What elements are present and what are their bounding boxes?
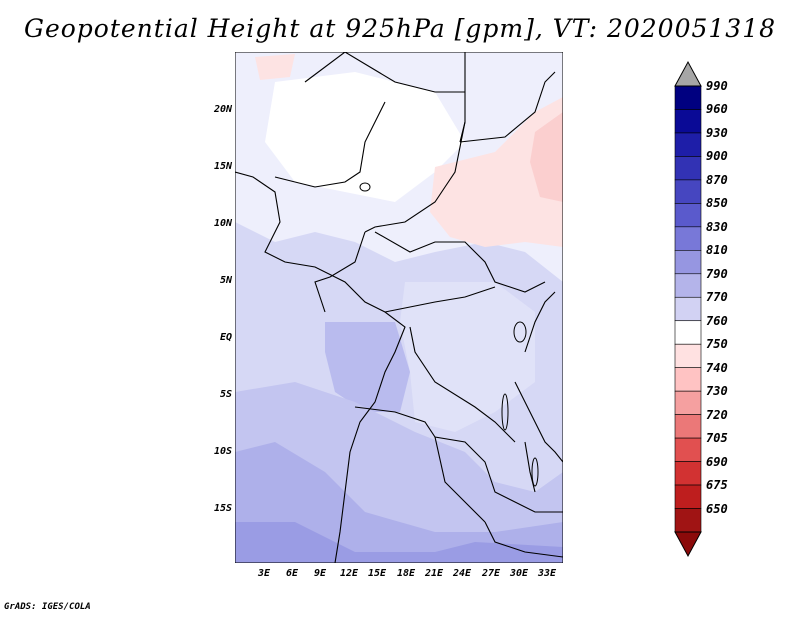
colorbar-level-label: 960 (706, 102, 728, 117)
lon-label-21e: 21E (424, 568, 444, 579)
colorbar-swatches (674, 85, 702, 533)
colorbar-swatch (674, 390, 702, 415)
colorbar-level-label: 900 (706, 149, 728, 164)
lon-label-15e: 15E (367, 568, 387, 579)
colorbar-swatch (674, 85, 702, 110)
colorbar-level-label: 720 (706, 407, 728, 422)
colorbar-swatch (674, 109, 702, 134)
lat-label-10n: 10N (213, 218, 232, 229)
map-title: Geopotential Height at 925hPa [gpm], VT:… (23, 14, 777, 43)
colorbar-swatch (674, 320, 702, 345)
lake-victoria (513, 321, 527, 343)
colorbar-level-label: 990 (706, 79, 728, 93)
colorbar-level-label: 850 (706, 196, 728, 211)
colorbar-level-label: 870 (706, 172, 728, 187)
colorbar-bottom-arrow (674, 531, 702, 558)
lat-label-15s: 15S (213, 503, 232, 514)
colorbar-swatch (674, 226, 702, 251)
lon-label-27e: 27E (481, 568, 501, 579)
colorbar-swatch (674, 296, 702, 322)
colorbar-level-label: 650 (706, 501, 728, 516)
colorbar-level-label: 730 (706, 384, 728, 399)
northeast-deep-pink-region (530, 112, 563, 202)
northeast-pink-region (430, 97, 563, 247)
colorbar-level-label: 930 (706, 125, 728, 140)
colorbar-swatch (674, 156, 702, 181)
lat-label-5s: 5S (219, 389, 232, 400)
colorbar-level-label: 830 (706, 219, 728, 234)
lake-tanganyika (501, 393, 509, 431)
lat-label-15n: 15N (213, 161, 232, 172)
colorbar-swatch (674, 414, 702, 439)
colorbar-swatch (674, 203, 702, 228)
sahara-white-region (265, 72, 465, 202)
colorbar-level-label: 675 (706, 478, 728, 493)
colorbar-level-label: 690 (706, 454, 728, 469)
lon-label-9e: 9E (313, 568, 327, 579)
colorbar-level-label: 750 (706, 337, 728, 352)
colorbar-swatch (674, 273, 702, 298)
colorbar-swatch (674, 132, 702, 157)
congo-mid-region (325, 322, 410, 412)
lat-label-20n: 20N (213, 104, 232, 115)
lat-label-5n: 5N (219, 275, 232, 286)
lon-label-30e: 30E (509, 568, 529, 579)
lat-label-eq: EQ (219, 332, 232, 343)
colorbar-level-label: 760 (706, 313, 728, 328)
colorbar-swatch (674, 250, 702, 275)
colorbar-level-label: 705 (706, 431, 728, 446)
colorbar-swatch (674, 461, 702, 486)
colorbar-top-arrow (674, 60, 702, 87)
lon-label-12e: 12E (339, 568, 359, 579)
colorbar-swatch (674, 508, 702, 533)
colorbar (674, 60, 702, 558)
coastlines-borders (234, 51, 564, 564)
lon-label-6e: 6E (285, 568, 299, 579)
colorbar-swatch (674, 437, 702, 462)
lon-label-33e: 33E (537, 568, 557, 579)
lake-chad (359, 182, 371, 192)
central-light-region (400, 282, 535, 432)
colorbar-level-label: 740 (706, 360, 728, 375)
map-plot (234, 51, 564, 564)
colorbar-level-label: 790 (706, 266, 728, 281)
colorbar-swatch (674, 484, 702, 509)
colorbar-swatch (674, 179, 702, 204)
colorbar-level-label: 770 (706, 290, 728, 305)
lakes (359, 182, 539, 487)
lon-label-24e: 24E (452, 568, 472, 579)
colorbar-swatch (674, 367, 702, 392)
lon-label-18e: 18E (396, 568, 416, 579)
colorbar-swatch (674, 343, 702, 368)
lake-malawi (531, 457, 539, 487)
lat-label-10s: 10S (213, 446, 232, 457)
southern-deepest-region (235, 522, 563, 563)
lon-label-3e: 3E (257, 568, 271, 579)
colorbar-level-label: 810 (706, 243, 728, 258)
credit-text: GrADS: IGES/COLA (4, 602, 91, 612)
northwest-pink-patch (255, 54, 295, 80)
map-panel (234, 51, 564, 564)
southern-deep-region (235, 442, 563, 563)
